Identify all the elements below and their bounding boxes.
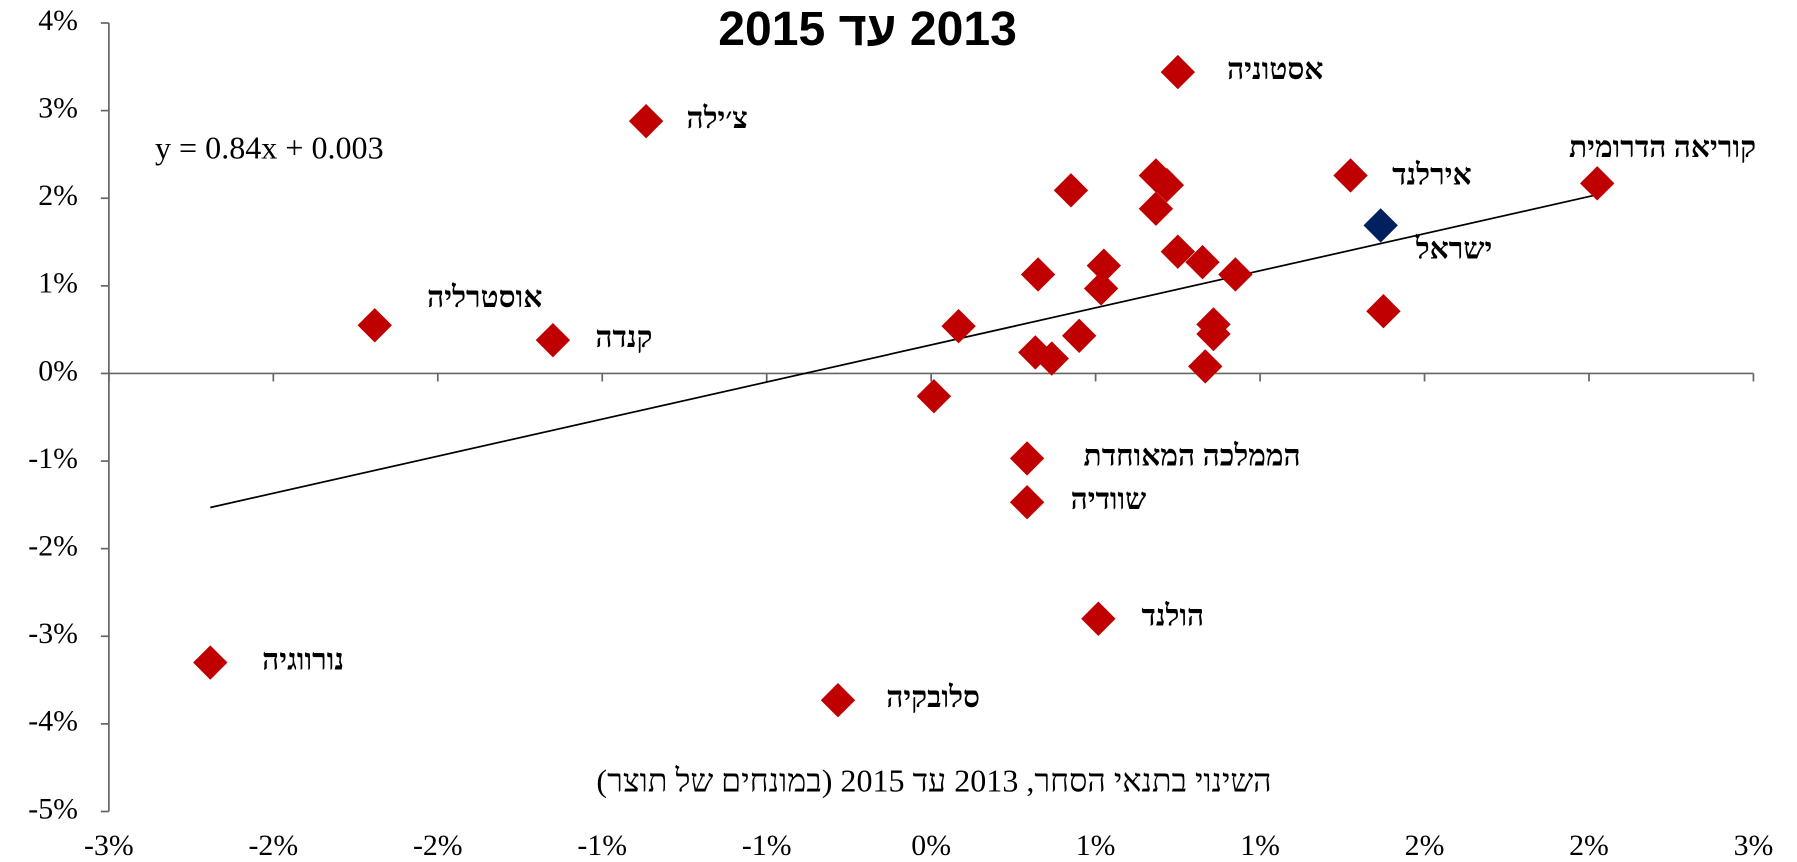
x-tick-label: -3% <box>84 829 134 862</box>
y-tick-label: 3% <box>38 91 78 124</box>
x-tick-label: 1% <box>1076 829 1116 862</box>
x-tick-label: -1% <box>742 829 792 862</box>
y-tick-label: -2% <box>28 530 78 563</box>
point <box>1363 208 1398 243</box>
x-tick-label: 2% <box>1405 829 1445 862</box>
x-tick-label: 3% <box>1734 829 1774 862</box>
x-tick-label: -2% <box>249 829 299 862</box>
point <box>1020 257 1056 292</box>
point <box>1053 173 1089 208</box>
y-tick-label: -5% <box>28 792 78 825</box>
y-tick-label: 0% <box>38 354 78 387</box>
x-tick-label: 1% <box>1240 829 1280 862</box>
point <box>941 308 976 344</box>
point-label: נורווגיה <box>262 643 344 676</box>
x-tick-label: 0% <box>911 829 951 862</box>
x-tick-label: -2% <box>413 829 463 862</box>
point <box>1138 191 1174 226</box>
point-label: שוודיה <box>1071 483 1147 516</box>
point <box>535 322 571 358</box>
point-label: ישראל <box>1415 233 1493 266</box>
point <box>820 683 856 718</box>
point <box>1081 601 1116 636</box>
point <box>1009 441 1045 476</box>
y-tick-label: -3% <box>28 617 78 650</box>
equation: y = 0.84x + 0.003 <box>155 130 384 166</box>
point <box>1149 167 1185 203</box>
point-label: קנדה <box>595 321 652 354</box>
point <box>193 645 228 680</box>
point <box>1160 54 1196 90</box>
point-label: הממלכה המאוחדת <box>1084 439 1301 472</box>
point-label: אסטוניה <box>1227 53 1323 86</box>
point-label: הולנד <box>1142 600 1205 633</box>
y-tick-label: -1% <box>28 442 78 475</box>
y-tick-label: -4% <box>28 705 78 738</box>
point <box>1061 318 1097 353</box>
chart-title: 2013 עד 2015 <box>718 2 1017 56</box>
point <box>1366 294 1401 329</box>
point <box>1580 166 1615 201</box>
point <box>916 379 952 414</box>
point-label: צ׳ילה <box>686 102 747 135</box>
x-tick-label: 2% <box>1569 829 1609 862</box>
y-tick-label: 1% <box>38 267 78 300</box>
point <box>1218 257 1253 292</box>
point-label: אוסטרליה <box>427 281 542 314</box>
point-label: קוריאה הדרומית <box>1569 131 1756 164</box>
x-tick-label: -1% <box>577 829 627 862</box>
point-label: סלובקיה <box>886 681 980 714</box>
point <box>357 308 392 343</box>
point <box>1083 271 1119 306</box>
point-label: אירלנד <box>1392 159 1471 192</box>
y-tick-label: 4% <box>38 4 78 37</box>
point <box>1188 349 1223 384</box>
trendline <box>210 193 1598 509</box>
y-tick-label: 2% <box>38 179 78 212</box>
point <box>1333 158 1368 193</box>
point <box>628 103 664 139</box>
x-axis-title: השינוי בתנאי הסחר, 2013 עד 2015 (במונחים… <box>596 762 1271 798</box>
point <box>1009 485 1045 520</box>
